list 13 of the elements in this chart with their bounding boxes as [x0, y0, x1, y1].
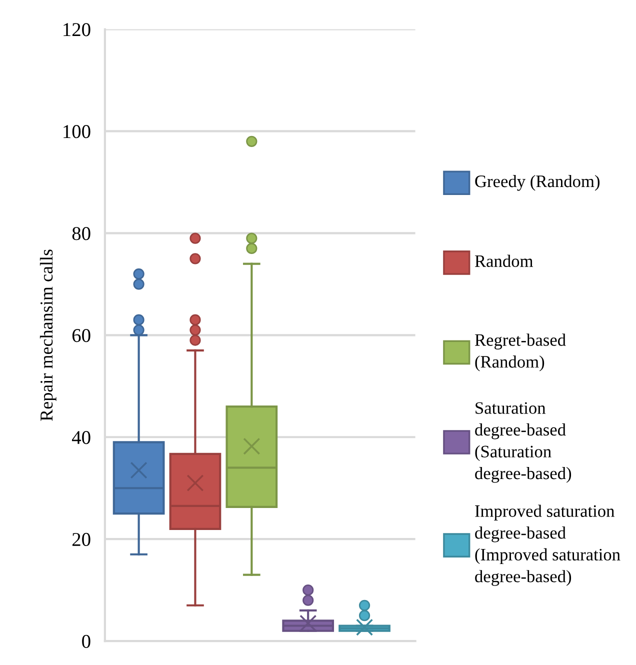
legend-label: Saturation degree-based (Saturation degree-based): [475, 402, 572, 483]
y-tick-label: 80: [72, 227, 90, 240]
y-tick-label: 20: [72, 532, 90, 546]
y-tick-label: 120: [64, 23, 90, 36]
y-tick-label: 40: [72, 430, 90, 444]
legend-label: Improved saturation degree-based (Improved saturation degree-based): [475, 504, 620, 586]
legend-label: Random: [474, 254, 534, 268]
legend-label: Greedy (Random): [475, 174, 600, 191]
legend-label: Regret-based (Random): [474, 334, 566, 372]
y-tick-label: 100: [64, 125, 90, 138]
y-axis-title: Repair mechansim calls: [40, 250, 56, 421]
y-tick-label: 60: [72, 328, 90, 342]
y-tick-label: 0: [82, 634, 90, 648]
